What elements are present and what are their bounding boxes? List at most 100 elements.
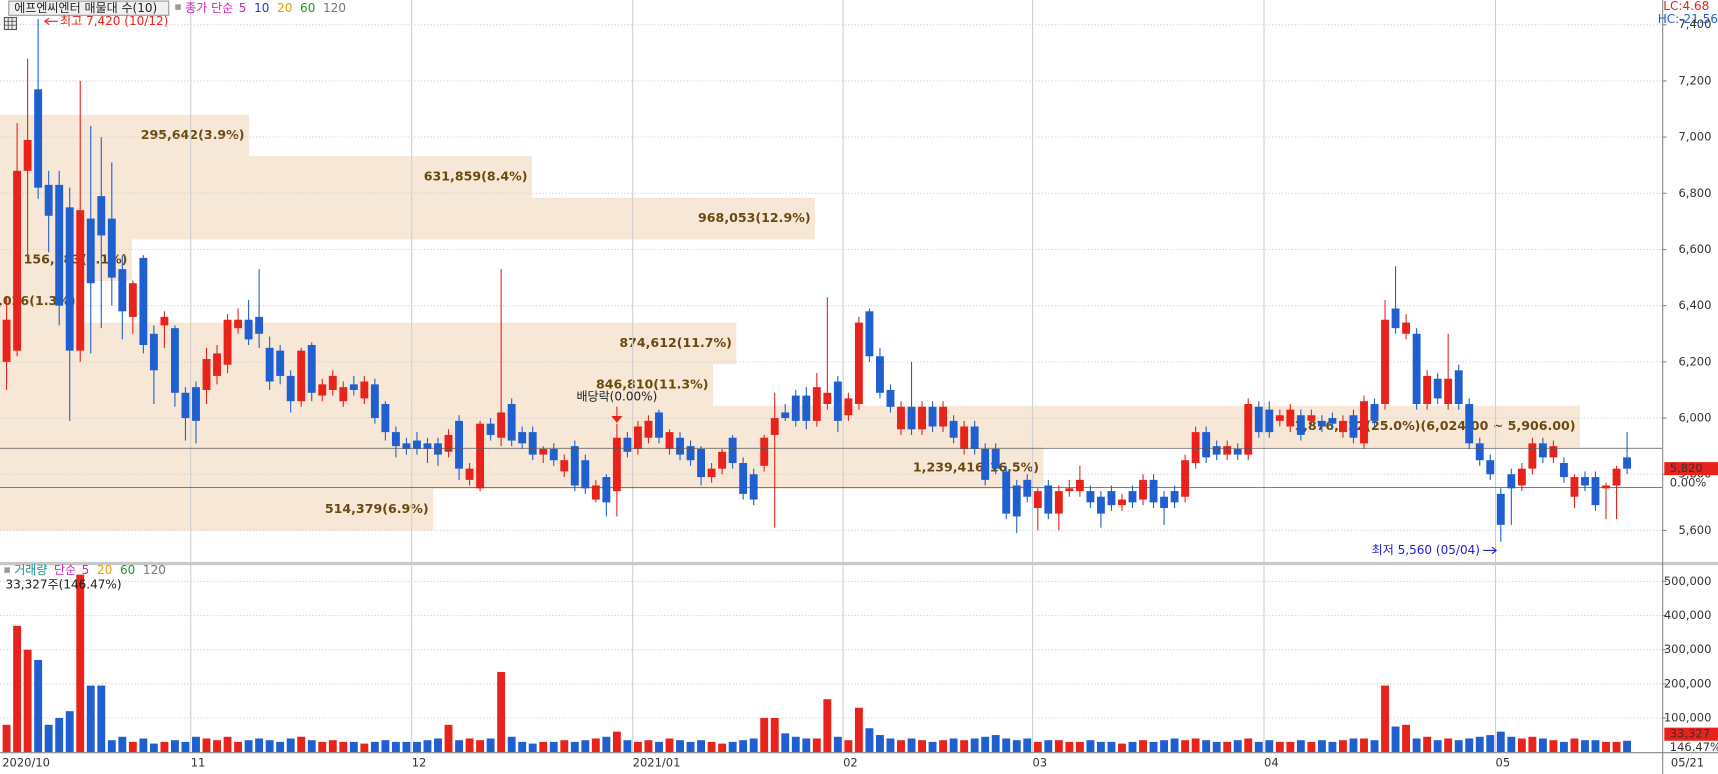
candle-body [1549, 446, 1558, 458]
volume-bar [1128, 741, 1137, 753]
candle-body [1570, 477, 1579, 497]
candle-body [1223, 446, 1232, 455]
candle-body [591, 485, 600, 500]
candle-body [1033, 491, 1042, 508]
volume-box-label: 33,327 [1670, 727, 1710, 741]
candle-body [1486, 460, 1495, 475]
legend-prefix: 종가 단순 [185, 1, 233, 15]
candle-body [213, 353, 221, 376]
candle-body [823, 392, 832, 405]
low-annotation: 최저 5,560 (05/04) [1372, 543, 1480, 557]
legend-prefix: 단순 [54, 563, 76, 577]
y-tick-label: 6,200 [1678, 354, 1711, 368]
candle-body [686, 446, 695, 461]
volume-bar [1538, 738, 1547, 753]
volume-bar [1107, 741, 1116, 753]
volume-bar [854, 707, 863, 753]
candle-body [1623, 457, 1632, 469]
candle-body [413, 440, 421, 449]
volume-bar [833, 736, 842, 753]
candle-body [2, 319, 11, 362]
candle-body [465, 468, 474, 480]
volume-bar [202, 738, 211, 753]
volume-bar [86, 685, 95, 753]
candle-body [1507, 474, 1516, 489]
volume-bar [1591, 740, 1600, 753]
volume-bar [1139, 740, 1147, 753]
profile-bar [0, 488, 434, 531]
candle-body [128, 283, 137, 317]
volume-bar [1528, 736, 1537, 753]
lc-indicator: LC:4.68 [1663, 0, 1709, 13]
volume-bar [633, 741, 642, 753]
volume-bar [339, 741, 348, 753]
legend-item: 5 [82, 563, 90, 577]
profile-bar [0, 447, 1044, 489]
candle-body [1170, 491, 1179, 503]
candle-body [276, 350, 285, 376]
candle-body [192, 387, 200, 421]
volume-bar [1086, 740, 1095, 753]
volume-bar [370, 741, 379, 753]
volume-bar [907, 738, 916, 753]
volume-bar [128, 741, 137, 753]
x-tick-label: 02 [843, 756, 858, 770]
candle-body [107, 218, 116, 278]
candle-body [1233, 448, 1242, 455]
volume-bar [1412, 738, 1421, 753]
volume-box [1664, 727, 1718, 741]
volume-bar [1549, 740, 1558, 753]
volume-bar [1044, 740, 1053, 753]
candle-body [528, 432, 537, 455]
profile-label: 295,642(3.9%) [141, 127, 245, 142]
volume-bar [1191, 738, 1200, 753]
volume-bar [644, 740, 653, 753]
candle-body [13, 170, 22, 351]
candle-body [549, 448, 558, 461]
volume-bar [549, 741, 558, 753]
volume-bar [1381, 685, 1389, 753]
candle-body [707, 468, 716, 478]
volume-bar [1233, 740, 1242, 753]
candle-body [1349, 415, 1358, 438]
legend-item: 120 [323, 1, 346, 15]
candle-body [76, 210, 85, 351]
candle-body [1454, 370, 1463, 405]
volume-bar [1454, 740, 1463, 753]
candle-body [1244, 404, 1253, 455]
volume-bar [1023, 738, 1032, 753]
candle-body [328, 375, 337, 390]
volume-bar [528, 743, 537, 753]
candle-body [1075, 479, 1084, 492]
volume-bar [749, 738, 758, 753]
dividend-arrow [611, 406, 623, 423]
x-tick-label: 12 [412, 756, 427, 770]
candle-body [991, 448, 1000, 469]
candle-body [1096, 496, 1105, 514]
candle-body [718, 451, 727, 469]
volume-bar [55, 717, 64, 753]
candle-body [539, 448, 548, 455]
candle-body [676, 437, 684, 455]
candle-body [349, 384, 358, 390]
profile-bar [0, 405, 1580, 448]
candle-body [1139, 479, 1147, 500]
candle-body [307, 345, 316, 393]
volume-bar [349, 741, 358, 753]
volume-tick-label: 400,000 [1664, 608, 1712, 622]
candle-body [1360, 401, 1368, 444]
volume-bar [844, 740, 853, 753]
candle-body [44, 184, 53, 216]
candle-body [1591, 477, 1600, 506]
volume-bar [1265, 740, 1274, 753]
volume-bar [1065, 741, 1074, 753]
grid-icon[interactable] [3, 16, 17, 31]
candle-body [802, 395, 811, 421]
candle-body [97, 196, 106, 236]
candle-body [1012, 485, 1021, 517]
volume-bar [318, 741, 327, 753]
candle-body [486, 423, 495, 435]
volume-bar [139, 738, 148, 753]
high-annotation: 최고 7,420 (10/12) [60, 14, 168, 28]
volume-bar [297, 736, 306, 753]
